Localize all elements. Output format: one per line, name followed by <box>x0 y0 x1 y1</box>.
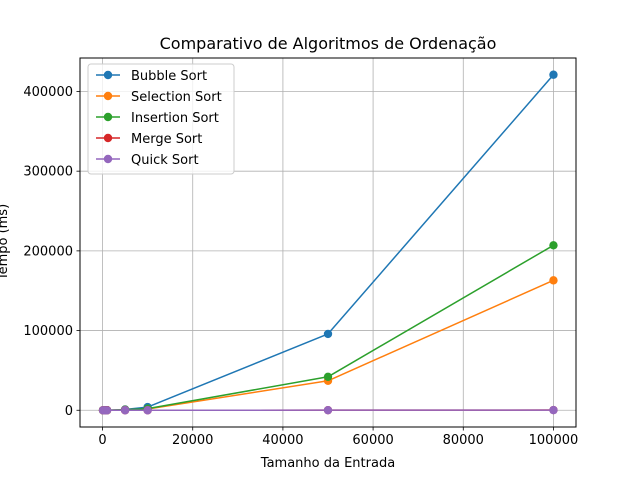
quick-sort-point <box>102 406 112 415</box>
insertion-sort-point <box>549 241 558 250</box>
x-tick-label: 100000 <box>529 433 579 448</box>
series-lines <box>98 70 558 415</box>
quick-sort-point <box>143 406 152 415</box>
y-tick-label: 100000 <box>23 324 73 339</box>
legend-label: Insertion Sort <box>131 111 219 126</box>
plot-frame <box>79 57 577 428</box>
x-tick-label: 40000 <box>262 433 303 448</box>
legend-swatch-marker <box>103 133 113 143</box>
grid <box>80 58 576 427</box>
legend-swatch-marker <box>103 154 113 164</box>
legend-frame <box>87 63 235 175</box>
legend-label: Bubble Sort <box>131 69 207 84</box>
x-tick-label: 20000 <box>172 433 213 448</box>
legend-label: Selection Sort <box>131 90 222 105</box>
insertion-sort-point <box>323 372 333 381</box>
quick-sort-point <box>323 405 333 415</box>
quick-sort-point <box>549 405 558 415</box>
x-tick-label: 0 <box>98 433 106 448</box>
bubble-sort-point <box>323 329 333 339</box>
quick-sort-point <box>120 406 130 415</box>
legend-swatch-marker <box>103 112 113 122</box>
y-tick-label: 0 <box>65 404 73 419</box>
y-tick-label: 200000 <box>23 244 73 259</box>
bubble-sort-point <box>549 70 558 79</box>
axes: 0 20000 40000 60000 80000 100000 0 100000 200000… <box>23 85 578 448</box>
legend: Bubble Sort Selection Sort Insertion Sort M… <box>87 63 235 175</box>
legend-entry-insertion-sort: Insertion Sort <box>96 111 219 126</box>
chart-title: Comparativo de Algoritmos de Ordenação <box>160 34 497 53</box>
selection-sort-point <box>549 276 558 285</box>
x-tick-label: 60000 <box>352 433 393 448</box>
y-axis-label: Tempo (ms) <box>0 204 11 281</box>
series-quick-sort <box>98 405 558 415</box>
x-axis-label: Tamanho da Entrada <box>260 456 395 471</box>
x-tick-label: 80000 <box>443 433 484 448</box>
y-tick-label: 400000 <box>23 85 73 100</box>
y-tick-label: 300000 <box>23 165 73 180</box>
legend-label: Quick Sort <box>131 153 199 168</box>
legend-label: Merge Sort <box>131 132 202 147</box>
legend-entry-quick-sort: Quick Sort <box>96 153 199 168</box>
legend-entry-merge-sort: Merge Sort <box>96 132 202 147</box>
legend-swatch-marker <box>103 91 113 101</box>
legend-entry-bubble-sort: Bubble Sort <box>96 69 207 84</box>
legend-swatch-marker <box>103 70 113 80</box>
legend-entry-selection-sort: Selection Sort <box>96 90 222 105</box>
